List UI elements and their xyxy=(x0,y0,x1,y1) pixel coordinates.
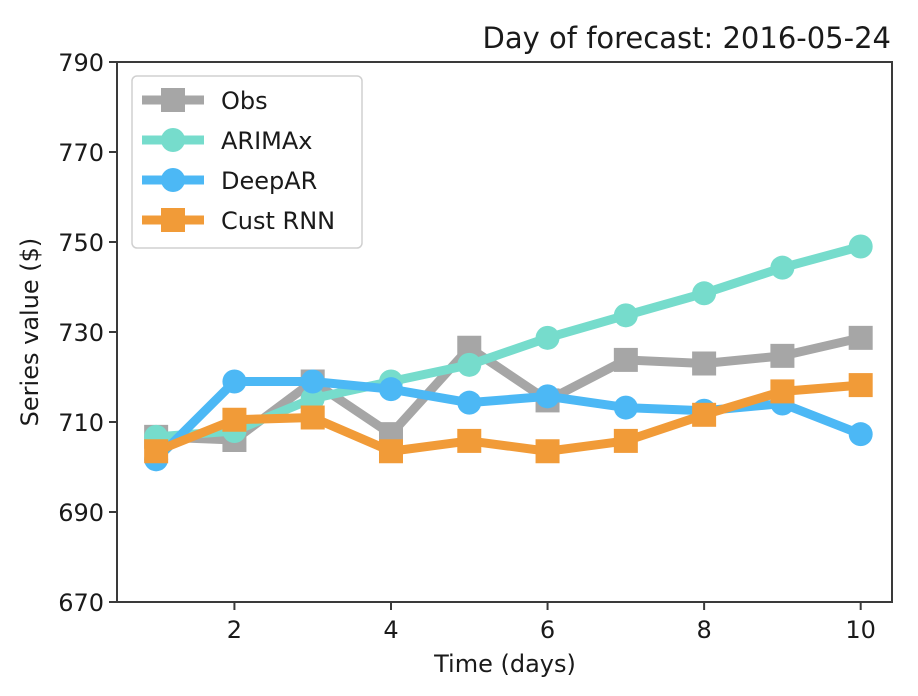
data-point-obs xyxy=(848,325,873,350)
data-point-deepar xyxy=(222,369,247,394)
data-point-deepar xyxy=(378,377,403,402)
legend-label: Obs xyxy=(221,87,268,115)
x-tick-label: 4 xyxy=(383,616,398,644)
data-point-cust-rnn xyxy=(770,379,795,404)
legend-item-arimax: ARIMAx xyxy=(142,127,313,155)
data-point-cust-rnn xyxy=(457,428,482,453)
chart-title: Day of forecast: 2016-05-24 xyxy=(483,21,891,55)
y-axis-label: Series value ($) xyxy=(16,238,44,427)
data-point-cust-rnn xyxy=(535,439,560,464)
legend-marker xyxy=(161,128,185,152)
data-point-arimax xyxy=(770,255,795,280)
legend-marker xyxy=(161,88,185,112)
x-axis-label: Time (days) xyxy=(433,650,576,678)
data-point-arimax xyxy=(300,386,325,411)
data-point-deepar xyxy=(613,395,638,420)
legend-marker xyxy=(161,208,185,232)
data-point-deepar xyxy=(535,384,560,409)
legend-item-cust-rnn: Cust RNN xyxy=(142,207,335,235)
legend-label: DeepAR xyxy=(221,167,317,195)
series-cust-rnn xyxy=(144,373,873,464)
y-axis: 670 690 710 730 750 770 790 xyxy=(58,49,117,617)
y-tick-label: 770 xyxy=(58,139,104,167)
legend-label: ARIMAx xyxy=(221,127,313,155)
x-tick-label: 8 xyxy=(696,616,711,644)
data-point-arimax xyxy=(848,234,873,259)
x-tick-label: 2 xyxy=(227,616,242,644)
data-point-obs xyxy=(770,343,795,368)
legend-item-obs: Obs xyxy=(142,87,268,115)
x-tick-label: 10 xyxy=(845,616,876,644)
data-point-cust-rnn xyxy=(848,373,873,398)
legend-label: Cust RNN xyxy=(221,207,335,235)
data-point-arimax xyxy=(692,281,717,306)
data-point-deepar xyxy=(848,422,873,447)
data-point-cust-rnn xyxy=(144,439,169,464)
data-point-obs xyxy=(613,347,638,372)
plot-area xyxy=(144,234,873,472)
y-tick-label: 690 xyxy=(58,499,104,527)
data-point-deepar xyxy=(300,369,325,394)
series-line-cust-rnn xyxy=(154,380,862,456)
y-tick-label: 750 xyxy=(58,229,104,257)
data-point-cust-rnn xyxy=(378,439,403,464)
data-point-arimax xyxy=(613,303,638,328)
legend-item-deepar: DeepAR xyxy=(142,167,317,195)
x-tick-label: 6 xyxy=(540,616,555,644)
x-axis: 2 4 6 8 10 xyxy=(227,602,876,644)
data-point-arimax xyxy=(457,352,482,377)
legend-frame xyxy=(131,75,363,249)
y-tick-label: 730 xyxy=(58,319,104,347)
y-tick-label: 790 xyxy=(58,49,104,77)
data-point-arimax xyxy=(535,325,560,350)
y-tick-label: 710 xyxy=(58,409,104,437)
data-point-cust-rnn xyxy=(613,428,638,453)
legend-marker xyxy=(161,168,185,192)
legend: Obs ARIMAx DeepAR Cust RNN xyxy=(131,75,363,249)
data-point-cust-rnn xyxy=(300,405,325,430)
data-point-deepar xyxy=(457,390,482,415)
y-tick-label: 670 xyxy=(58,589,104,617)
data-point-obs xyxy=(692,351,717,376)
series-obs xyxy=(144,325,873,452)
data-point-cust-rnn xyxy=(692,402,717,427)
data-point-cust-rnn xyxy=(222,407,247,432)
